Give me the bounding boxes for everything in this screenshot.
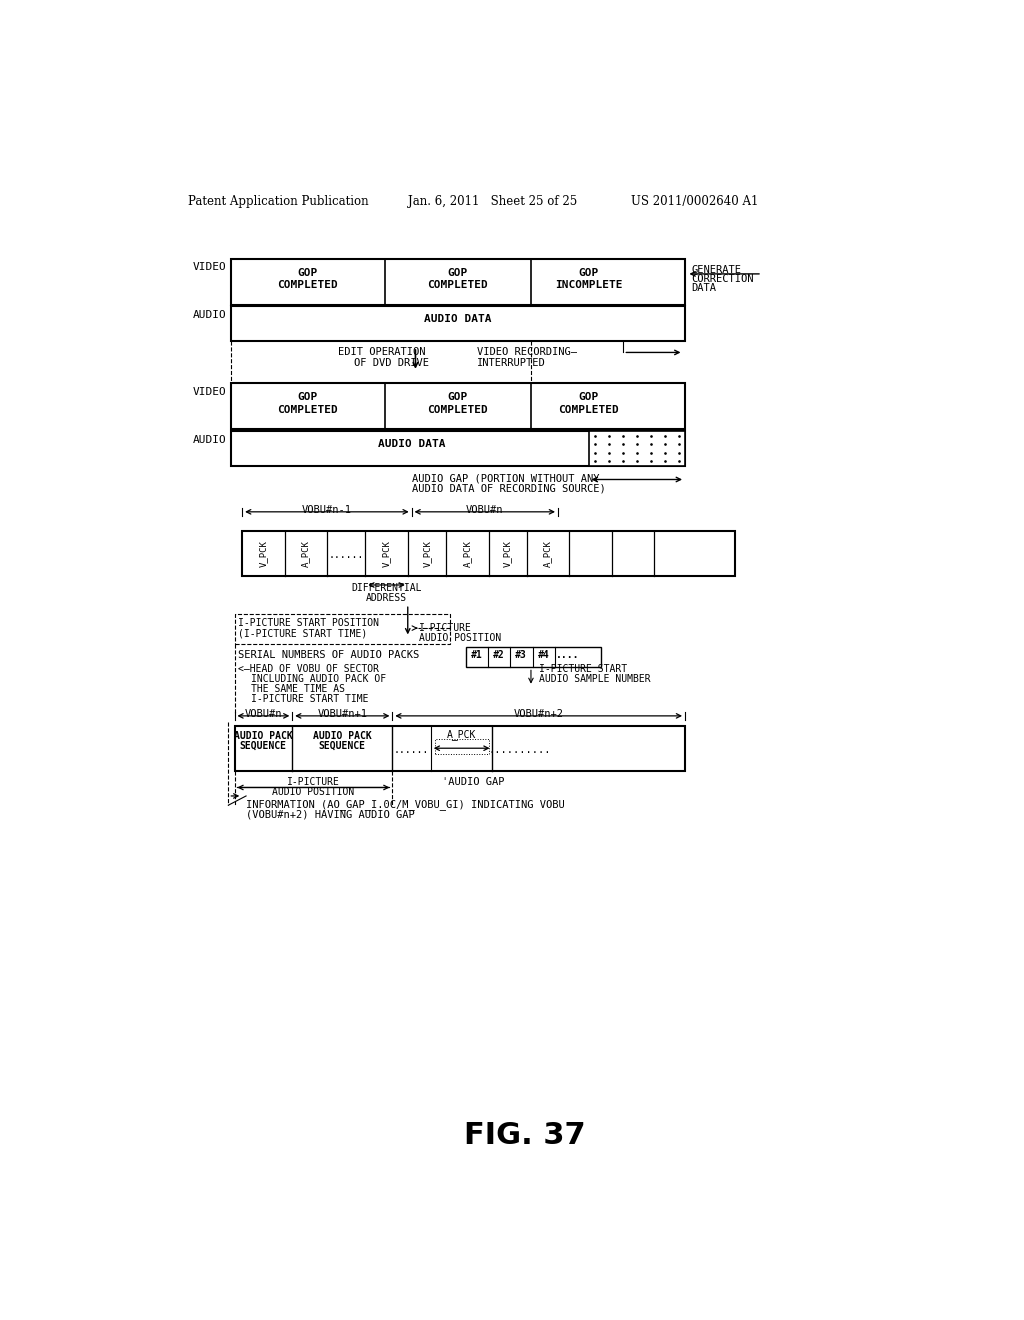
Text: ......: ...... bbox=[329, 550, 364, 560]
Text: A_PCK: A_PCK bbox=[463, 540, 471, 566]
Text: AUDIO: AUDIO bbox=[194, 434, 226, 445]
Text: VOBU#n: VOBU#n bbox=[245, 709, 282, 719]
Bar bbox=[234, 614, 451, 644]
Text: ......: ...... bbox=[394, 744, 429, 755]
Text: SEQUENCE: SEQUENCE bbox=[240, 741, 287, 751]
Bar bbox=[435, 739, 488, 755]
Text: COMPLETED: COMPLETED bbox=[278, 280, 338, 290]
Text: #2: #2 bbox=[493, 651, 505, 660]
Text: CORRECTION: CORRECTION bbox=[691, 275, 754, 284]
Text: GENERATE: GENERATE bbox=[691, 264, 741, 275]
Text: V_PCK: V_PCK bbox=[382, 540, 391, 566]
Text: COMPLETED: COMPLETED bbox=[427, 280, 488, 290]
Text: AUDIO DATA: AUDIO DATA bbox=[378, 438, 445, 449]
Text: GOP: GOP bbox=[298, 392, 317, 403]
Text: OF DVD DRIVE: OF DVD DRIVE bbox=[354, 358, 429, 368]
Bar bbox=[589, 432, 685, 466]
Text: GOP: GOP bbox=[579, 392, 599, 403]
Bar bbox=[230, 306, 685, 341]
Text: COMPLETED: COMPLETED bbox=[558, 405, 620, 414]
Text: SERIAL NUMBERS OF AUDIO PACKS: SERIAL NUMBERS OF AUDIO PACKS bbox=[239, 649, 420, 660]
Bar bbox=[466, 647, 601, 668]
Text: VIDEO RECORDING—: VIDEO RECORDING— bbox=[477, 347, 578, 356]
Text: DATA: DATA bbox=[691, 284, 716, 293]
Text: #4: #4 bbox=[538, 651, 549, 660]
Bar bbox=[230, 432, 685, 466]
Text: AUDIO: AUDIO bbox=[194, 310, 226, 319]
Text: I-PICTURE START POSITION: I-PICTURE START POSITION bbox=[239, 618, 379, 628]
Bar bbox=[234, 726, 685, 771]
Text: AUDIO GAP (PORTION WITHOUT ANY: AUDIO GAP (PORTION WITHOUT ANY bbox=[412, 474, 599, 483]
Text: #3: #3 bbox=[515, 651, 526, 660]
Text: VOBU#n+1: VOBU#n+1 bbox=[317, 709, 368, 719]
Text: I-PICTURE: I-PICTURE bbox=[419, 623, 472, 634]
Bar bbox=[243, 531, 735, 576]
Text: AUDIO POSITION: AUDIO POSITION bbox=[419, 634, 502, 643]
Text: AUDIO DATA OF RECORDING SOURCE): AUDIO DATA OF RECORDING SOURCE) bbox=[412, 483, 605, 494]
Bar bbox=[230, 383, 685, 429]
Text: AUDIO POSITION: AUDIO POSITION bbox=[272, 787, 354, 797]
Text: A_PCK: A_PCK bbox=[301, 540, 310, 566]
Text: VOBU#n: VOBU#n bbox=[466, 506, 504, 515]
Text: VIDEO: VIDEO bbox=[194, 387, 226, 397]
Text: A_PCK: A_PCK bbox=[544, 540, 552, 566]
Text: ....: .... bbox=[556, 651, 580, 660]
Text: FIG. 37: FIG. 37 bbox=[464, 1121, 586, 1150]
Text: V_PCK: V_PCK bbox=[504, 540, 512, 566]
Text: Jan. 6, 2011   Sheet 25 of 25: Jan. 6, 2011 Sheet 25 of 25 bbox=[408, 195, 577, 209]
Bar bbox=[230, 259, 685, 305]
Text: ˈAUDIO GAP: ˈAUDIO GAP bbox=[442, 776, 505, 787]
Text: AUDIO SAMPLE NUMBER: AUDIO SAMPLE NUMBER bbox=[539, 673, 650, 684]
Text: COMPLETED: COMPLETED bbox=[427, 405, 488, 414]
Text: #1: #1 bbox=[470, 651, 482, 660]
Text: DIFFERENTIAL: DIFFERENTIAL bbox=[351, 583, 422, 594]
Text: V_PCK: V_PCK bbox=[423, 540, 431, 566]
Text: ..........: .......... bbox=[488, 744, 551, 755]
Text: INTERRUPTED: INTERRUPTED bbox=[477, 358, 546, 368]
Text: (VOBU#n+2) HAVING AUDIO GAP: (VOBU#n+2) HAVING AUDIO GAP bbox=[246, 809, 415, 818]
Text: THE SAME TIME AS: THE SAME TIME AS bbox=[252, 684, 345, 693]
Text: I-PICTURE: I-PICTURE bbox=[287, 776, 340, 787]
Text: VOBU#n-1: VOBU#n-1 bbox=[302, 506, 352, 515]
Text: INFORMATION (AO_GAP_I.0C/M_VOBU_GI) INDICATING VOBU: INFORMATION (AO_GAP_I.0C/M_VOBU_GI) INDI… bbox=[246, 799, 565, 810]
Text: I-PICTURE START TIME: I-PICTURE START TIME bbox=[252, 693, 369, 704]
Text: INCLUDING AUDIO PACK OF: INCLUDING AUDIO PACK OF bbox=[252, 673, 387, 684]
Text: COMPLETED: COMPLETED bbox=[278, 405, 338, 414]
Text: GOP: GOP bbox=[447, 268, 468, 277]
Text: Patent Application Publication: Patent Application Publication bbox=[188, 195, 369, 209]
Text: AUDIO DATA: AUDIO DATA bbox=[424, 314, 492, 323]
Text: A_PCK: A_PCK bbox=[446, 729, 476, 741]
Text: GOP: GOP bbox=[298, 268, 317, 277]
Text: GOP: GOP bbox=[579, 268, 599, 277]
Text: EDIT OPERATION: EDIT OPERATION bbox=[339, 347, 426, 356]
Text: US 2011/0002640 A1: US 2011/0002640 A1 bbox=[631, 195, 759, 209]
Text: V_PCK: V_PCK bbox=[258, 540, 267, 566]
Text: SEQUENCE: SEQUENCE bbox=[318, 741, 366, 751]
Text: <—HEAD OF VOBU OF SECTOR: <—HEAD OF VOBU OF SECTOR bbox=[239, 664, 379, 673]
Text: AUDIO PACK: AUDIO PACK bbox=[233, 730, 293, 741]
Text: AUDIO PACK: AUDIO PACK bbox=[313, 730, 372, 741]
Text: GOP: GOP bbox=[447, 392, 468, 403]
Text: (I-PICTURE START TIME): (I-PICTURE START TIME) bbox=[239, 628, 368, 638]
Text: INCOMPLETE: INCOMPLETE bbox=[555, 280, 623, 290]
Text: I-PICTURE START: I-PICTURE START bbox=[539, 664, 627, 673]
Text: ADDRESS: ADDRESS bbox=[366, 594, 407, 603]
Text: VIDEO: VIDEO bbox=[194, 263, 226, 272]
Text: VOBU#n+2: VOBU#n+2 bbox=[514, 709, 563, 719]
